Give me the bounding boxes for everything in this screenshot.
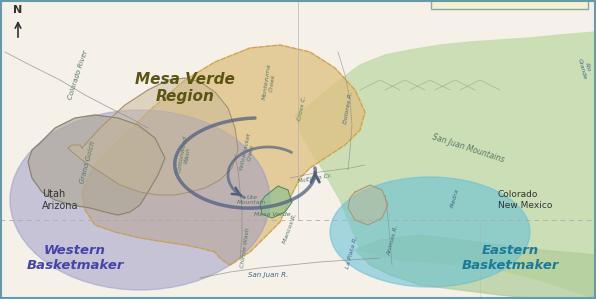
- Ellipse shape: [330, 177, 530, 287]
- Text: Ute
Mountain: Ute Mountain: [237, 195, 266, 205]
- Text: Montezuma
Creek: Montezuma Creek: [262, 63, 278, 101]
- Text: Eastern
Basketmaker: Eastern Basketmaker: [461, 244, 558, 272]
- Text: Western
Basketmaker: Western Basketmaker: [26, 244, 124, 272]
- Text: Mesa Verde: Mesa Verde: [254, 213, 290, 217]
- Text: San Juan Mountains: San Juan Mountains: [431, 132, 505, 164]
- Text: Mesa Verde
Region: Mesa Verde Region: [135, 72, 235, 104]
- Text: Utah
Arizona: Utah Arizona: [42, 189, 79, 211]
- Text: Yellow Jacket
Creek: Yellow Jacket Creek: [239, 132, 257, 172]
- Text: Grand Gulch: Grand Gulch: [79, 140, 97, 184]
- Polygon shape: [355, 235, 596, 299]
- Text: N: N: [13, 5, 23, 15]
- Text: Colorado River: Colorado River: [67, 50, 89, 100]
- Text: Mancos R.: Mancos R.: [282, 212, 298, 244]
- Polygon shape: [260, 186, 292, 218]
- Text: Animas R.: Animas R.: [386, 224, 399, 256]
- Polygon shape: [28, 115, 165, 215]
- Polygon shape: [68, 78, 238, 195]
- Text: San Juan R.: San Juan R.: [248, 272, 288, 278]
- Text: Dolores R.: Dolores R.: [343, 91, 353, 124]
- Text: Rio
Grande: Rio Grande: [577, 56, 593, 80]
- Text: La Plata R.: La Plata R.: [345, 235, 359, 269]
- Text: McElmo Cr.: McElmo Cr.: [297, 173, 333, 184]
- Ellipse shape: [10, 110, 270, 290]
- Text: Cottonwood
Wash: Cottonwood Wash: [176, 135, 194, 175]
- Polygon shape: [295, 0, 596, 299]
- Text: Colorado
New Mexico: Colorado New Mexico: [498, 190, 552, 210]
- Text: Piedra: Piedra: [450, 188, 460, 208]
- Text: Chimle Wash: Chimle Wash: [240, 228, 250, 269]
- FancyBboxPatch shape: [431, 0, 588, 9]
- Polygon shape: [82, 45, 365, 265]
- Polygon shape: [348, 185, 388, 225]
- Text: Cross C.: Cross C.: [297, 95, 307, 121]
